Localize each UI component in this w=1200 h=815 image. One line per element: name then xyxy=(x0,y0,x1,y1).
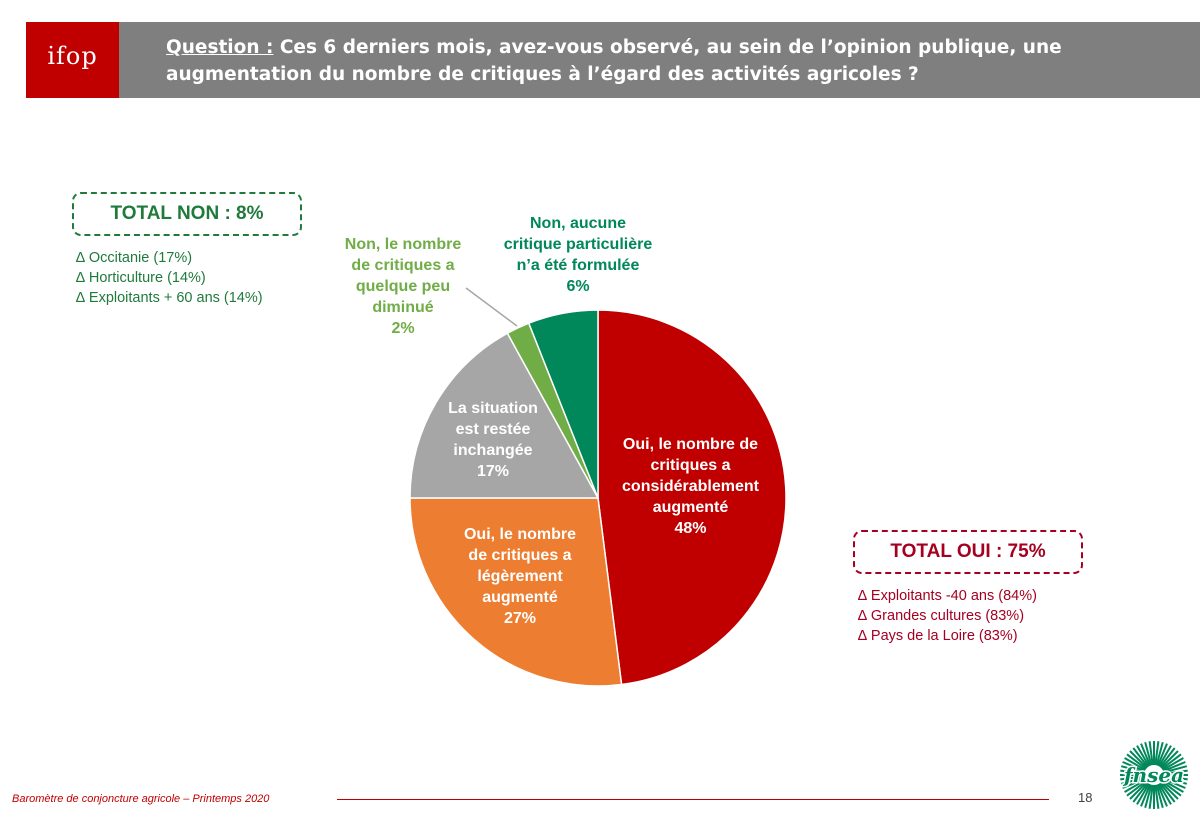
fnsea-logo-ray xyxy=(1122,777,1146,789)
slice-label-line: diminué xyxy=(372,299,434,316)
fnsea-logo-ray xyxy=(1163,769,1188,775)
detail-item: ∆ Occitanie (17%) xyxy=(76,250,193,266)
detail-item: ∆ Pays de la Loire (83%) xyxy=(858,628,1018,644)
fnsea-logo-ray xyxy=(1160,781,1179,800)
pie-slice-inchangee xyxy=(409,332,600,499)
slice-label-line: considérablement xyxy=(622,478,759,495)
fnsea-logo-ray xyxy=(1124,779,1146,793)
detail-item: ∆ Horticulture (14%) xyxy=(76,270,206,286)
fnsea-logo-ray xyxy=(1163,765,1188,774)
page-number: 18 xyxy=(1078,790,1093,805)
fnsea-logo-ray xyxy=(1136,783,1150,805)
fnsea-logo-ray xyxy=(1162,761,1186,773)
fnsea-logo-ray xyxy=(1154,784,1160,809)
fnsea-logo-ray xyxy=(1161,753,1182,770)
fnsea-logo-ray xyxy=(1154,741,1160,766)
detail-item: ∆ Grandes cultures (83%) xyxy=(858,608,1025,624)
fnsea-logo-ray xyxy=(1140,783,1152,807)
detail-item: ∆ Exploitants + 60 ans (14%) xyxy=(76,290,263,306)
fnsea-logo-ray xyxy=(1120,776,1145,785)
fnsea-logo-ray xyxy=(1122,761,1146,773)
slice-label-line: Oui, le nombre de xyxy=(622,436,759,453)
fnsea-logo: fnsea xyxy=(1120,741,1188,809)
slice-label-line: La situation xyxy=(448,400,538,417)
footer-caption: Baromètre de conjoncture agricole – Prin… xyxy=(12,793,270,805)
fnsea-logo-ray xyxy=(1162,777,1186,789)
fnsea-logo-ray xyxy=(1148,784,1154,809)
fnsea-logo-ray xyxy=(1156,783,1168,807)
slice-label-line: augmenté xyxy=(652,499,729,516)
fnsea-logo-ray xyxy=(1140,743,1152,767)
slice-label-inchangee: La situation est restée inchangée 17% xyxy=(428,398,558,482)
fnsea-logo-ray xyxy=(1159,747,1176,768)
fnsea-logo-ray xyxy=(1120,769,1145,775)
fnsea-logo-ray xyxy=(1132,782,1149,803)
fnsea-logo-ray xyxy=(1155,741,1164,766)
ifop-logo-text: ifop xyxy=(47,42,98,70)
slice-label-line: inchangée xyxy=(453,442,533,459)
slice-label-non-aucune: Non, aucune critique particulière n’a ét… xyxy=(484,213,672,297)
fnsea-logo-ray xyxy=(1158,745,1172,767)
pie-slice-oui-consid xyxy=(597,309,787,686)
slice-label-line: légèrement xyxy=(477,568,563,585)
slice-label-line: critique particulière xyxy=(503,236,653,253)
fnsea-logo-ray xyxy=(1144,784,1153,809)
fnsea-logo-ray xyxy=(1163,775,1188,781)
slice-label-line: Non, le nombre xyxy=(344,236,462,253)
slice-label-line: Non, aucune xyxy=(529,215,626,232)
fnsea-logo-ray xyxy=(1158,783,1172,805)
fnsea-logo-ray xyxy=(1162,779,1184,793)
slice-label-line: est restée xyxy=(455,421,531,438)
slice-label-oui-legerement: Oui, le nombre de critiques a légèrement… xyxy=(445,524,595,629)
ifop-logo: ifop xyxy=(26,22,119,98)
total-oui-details: ∆ Exploitants -40 ans (84%) ∆ Grandes cu… xyxy=(858,586,1037,646)
leader-line-diminue xyxy=(465,287,518,327)
question-body: Ces 6 derniers mois, avez-vous observé, … xyxy=(166,37,1062,85)
question-label: Question : xyxy=(166,37,274,58)
slice-label-line: quelque peu xyxy=(355,278,451,295)
fnsea-logo-text: fnsea xyxy=(1122,763,1184,787)
fnsea-logo-ray xyxy=(1124,757,1146,771)
slice-label-line: de critiques a xyxy=(351,257,455,274)
footer-divider xyxy=(337,799,1049,800)
slice-label-oui-considerablement: Oui, le nombre de critiques a considérab… xyxy=(598,434,783,539)
fnsea-logo-ray xyxy=(1120,775,1145,781)
fnsea-logo-ray xyxy=(1126,753,1147,770)
slice-value-label: 27% xyxy=(503,610,537,627)
fnsea-logo-ray xyxy=(1132,747,1149,768)
fnsea-logo-ray xyxy=(1144,741,1153,766)
total-oui-box: TOTAL OUI : 75% xyxy=(853,530,1083,574)
slice-label-non-diminue: Non, le nombre de critiques a quelque pe… xyxy=(329,234,477,339)
fnsea-logo-ray xyxy=(1163,776,1188,785)
fnsea-logo-ray xyxy=(1129,750,1148,769)
slice-value-label: 6% xyxy=(566,278,590,295)
fnsea-logo-ray xyxy=(1148,741,1154,766)
total-non-box: TOTAL NON : 8% xyxy=(72,192,302,236)
fnsea-logo-ray xyxy=(1162,757,1184,771)
slice-label-line: augmenté xyxy=(482,589,558,606)
question-text: Question : Ces 6 derniers mois, avez-vou… xyxy=(166,34,1146,88)
fnsea-logo-ray xyxy=(1161,780,1182,797)
slice-value-label: 48% xyxy=(674,520,707,537)
fnsea-logo-ray xyxy=(1126,780,1147,797)
slice-label-line: de critiques a xyxy=(468,547,572,564)
header-bar xyxy=(26,22,1200,98)
detail-item: ∆ Exploitants -40 ans (84%) xyxy=(858,588,1037,604)
fnsea-logo-ray xyxy=(1156,743,1168,767)
fnsea-logo-ray xyxy=(1120,765,1145,774)
slice-value-label: 17% xyxy=(476,463,510,480)
total-non-details: ∆ Occitanie (17%) ∆ Horticulture (14%) ∆… xyxy=(76,248,263,308)
fnsea-logo-ray xyxy=(1160,750,1179,769)
pie-slice-non-aucune xyxy=(527,309,599,499)
pie-slice-oui-leger xyxy=(409,497,623,687)
fnsea-logo-ray xyxy=(1159,782,1176,803)
slice-label-line: n’a été formulée xyxy=(516,257,640,274)
slice-value-label: 2% xyxy=(391,320,415,337)
fnsea-logo-ray xyxy=(1155,784,1164,809)
fnsea-logo-ray xyxy=(1136,745,1150,767)
fnsea-logo-ray xyxy=(1129,781,1148,800)
slice-label-line: Oui, le nombre xyxy=(463,526,576,543)
slice-label-line: critiques a xyxy=(650,457,731,474)
